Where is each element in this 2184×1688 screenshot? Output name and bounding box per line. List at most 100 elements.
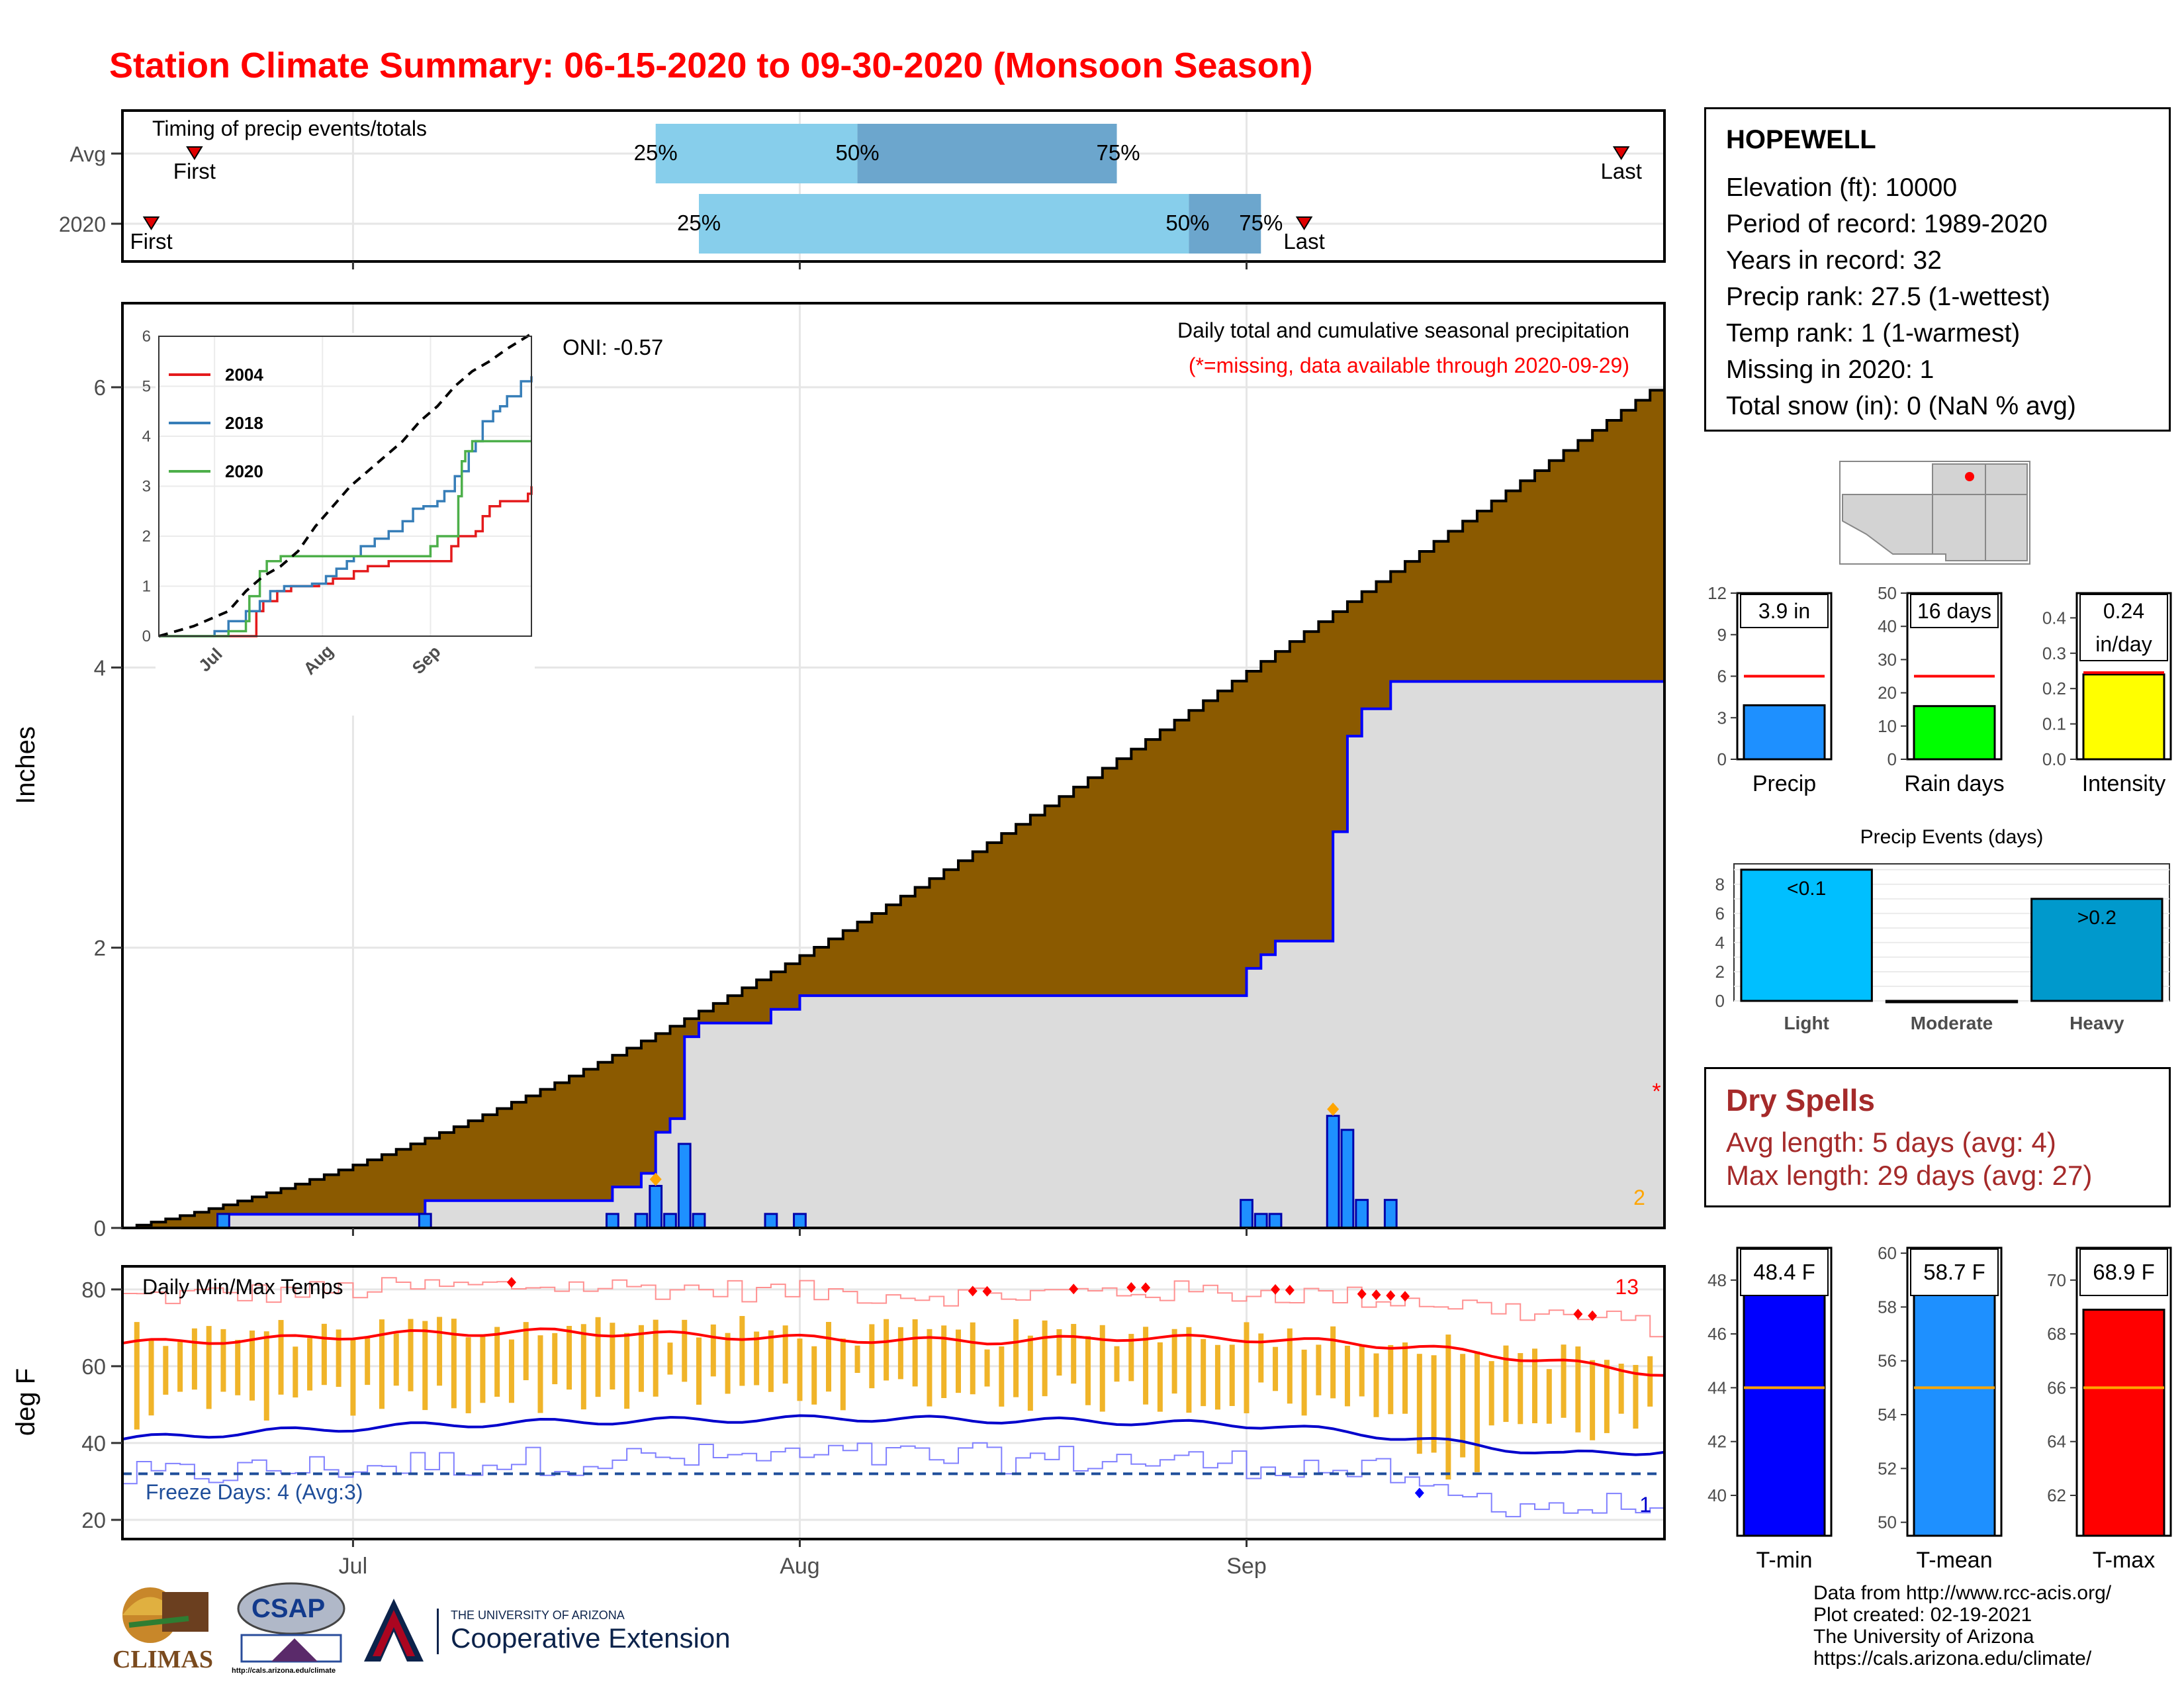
daily-precip-bar [1268, 1213, 1283, 1229]
daily-temp-bar [508, 1339, 514, 1403]
daily-temp-bar [1099, 1325, 1105, 1412]
timing-row-label: Avg [69, 142, 106, 166]
station-precip-rank: Precip rank: 27.5 (1-wettest) [1726, 283, 2050, 311]
daily-temp-bar [1085, 1336, 1091, 1405]
inset-y-tick-label: 6 [142, 328, 151, 346]
daily-precip-bar [605, 1213, 619, 1229]
footer-source: Data from http://www.rcc-acis.org/ [1813, 1582, 2112, 1604]
daily-temp-bar [393, 1333, 399, 1386]
precip-summary-tick-label: 0 [1717, 749, 1727, 769]
climas-logo: CLIMAS [109, 1579, 215, 1678]
record-high-marker [1573, 1309, 1583, 1320]
precip-summary-tick-label: 0.4 [2042, 608, 2066, 628]
missing-marker: * [1652, 1079, 1661, 1104]
daily-temp-bar [1316, 1344, 1322, 1395]
daily-temp-bar [1647, 1356, 1653, 1407]
daily-temp-bar [235, 1340, 241, 1395]
daily-temp-bar [1402, 1342, 1408, 1414]
month-tick-label: Aug [780, 1554, 820, 1579]
timing-p75-label: 75% [1096, 140, 1140, 165]
ua-line2: Cooperative Extension [451, 1622, 731, 1654]
daily-temp-bar [365, 1337, 371, 1385]
daily-temp-bar [1042, 1320, 1048, 1397]
precip-summary-tick-label: 6 [1717, 667, 1727, 686]
daily-precip-bar [764, 1213, 778, 1229]
daily-temp-bar [206, 1326, 212, 1409]
precip-summary-bar [1913, 705, 1996, 761]
timing-p75-label: 75% [1239, 211, 1283, 235]
daily-temp-bar [1301, 1349, 1307, 1416]
precip-summary-tick-label: 0.1 [2042, 714, 2066, 734]
precip-events-category: Moderate [1911, 1013, 1993, 1033]
timing-first-label: First [130, 229, 172, 254]
record-high-marker [1371, 1289, 1381, 1300]
record-low-marker [1414, 1487, 1424, 1499]
temp-summary-tick-label: 46 [1707, 1324, 1727, 1344]
daily-temp-bar [1013, 1319, 1019, 1397]
daily-temp-bar [1244, 1322, 1250, 1413]
daily-temp-bar [293, 1346, 298, 1398]
precip-events-category: Heavy [2070, 1013, 2124, 1033]
temp-summary-tick-label: 42 [1707, 1432, 1727, 1452]
inset-series-line [159, 376, 533, 637]
precip-summary-tick-label: 0.3 [2042, 643, 2066, 663]
daily-temp-bar [897, 1327, 903, 1380]
daily-temp-bar [1460, 1354, 1466, 1458]
daily-temp-bar [437, 1317, 443, 1386]
timing-first-marker [186, 146, 203, 160]
daily-temp-bar [350, 1338, 356, 1416]
daily-temp-bar [624, 1333, 630, 1409]
daily-temp-bar [1561, 1344, 1567, 1418]
daily-temp-bar [134, 1322, 140, 1430]
daily-temp-bar [422, 1321, 428, 1411]
daily-temp-bar [307, 1338, 313, 1391]
record-high-marker [1400, 1291, 1410, 1302]
record-high-marker [1126, 1282, 1136, 1293]
daily-temp-bar [379, 1319, 385, 1409]
precip-summary-tick-label: 20 [1878, 683, 1897, 703]
csap-logo-text: CSAP [251, 1594, 326, 1623]
timing-first-marker [142, 216, 160, 230]
daily-precip-bar [1240, 1199, 1253, 1229]
daily-temp-bar [552, 1333, 558, 1385]
temp-summary-value-label: 68.9 F [2093, 1260, 2155, 1284]
temp-summary-tick-label: 66 [2047, 1378, 2066, 1397]
daily-temp-bar [1633, 1364, 1639, 1429]
daily-temp-bar [811, 1346, 817, 1405]
dry-spells-box: Dry Spells Avg length: 5 days (avg: 4) M… [1704, 1067, 2171, 1207]
daily-temp-bar [1056, 1329, 1062, 1376]
daily-temp-bar [465, 1337, 471, 1413]
daily-temp-bar [653, 1319, 659, 1397]
daily-temp-bar [1171, 1329, 1177, 1394]
daily-temp-bar [1229, 1344, 1235, 1407]
daily-precip-bar [418, 1213, 432, 1229]
daily-temp-bar [321, 1323, 327, 1385]
precip-summary-bar [2082, 673, 2165, 761]
daily-temp-bar [595, 1317, 601, 1397]
temp-summary-tick-label: 68 [2047, 1324, 2066, 1344]
timing-bar-50-75 [857, 124, 1117, 183]
inset-y-tick-label: 1 [142, 578, 151, 596]
station-missing: Missing in 2020: 1 [1726, 355, 1934, 384]
precip-events-category: Light [1784, 1013, 1829, 1033]
locator-map-states [1842, 463, 2028, 561]
daily-precip-bar [1253, 1213, 1268, 1229]
daily-precip-bar [692, 1213, 706, 1229]
timing-last-marker [1612, 146, 1630, 160]
daily-temp-bar [782, 1325, 788, 1384]
below-avg-grey-area [122, 390, 1664, 1229]
temp-summary-label-box [1740, 1248, 1829, 1296]
precip-summary-tick-label: 0.0 [2042, 749, 2066, 769]
daily-temp-bar [177, 1341, 183, 1392]
daily-temp-bar [638, 1325, 644, 1392]
daily-temp-bar [610, 1323, 615, 1390]
daily-temp-bar [1330, 1326, 1336, 1399]
timing-panel-border [121, 109, 1666, 263]
daily-temp-bar [725, 1333, 731, 1394]
daily-temp-bar [970, 1322, 976, 1395]
daily-temp-bar [249, 1330, 255, 1401]
station-period: Period of record: 1989-2020 [1726, 210, 2048, 238]
precip-events-tick-label: 2 [1715, 962, 1725, 982]
precip-y-tick-label: 4 [94, 655, 106, 680]
